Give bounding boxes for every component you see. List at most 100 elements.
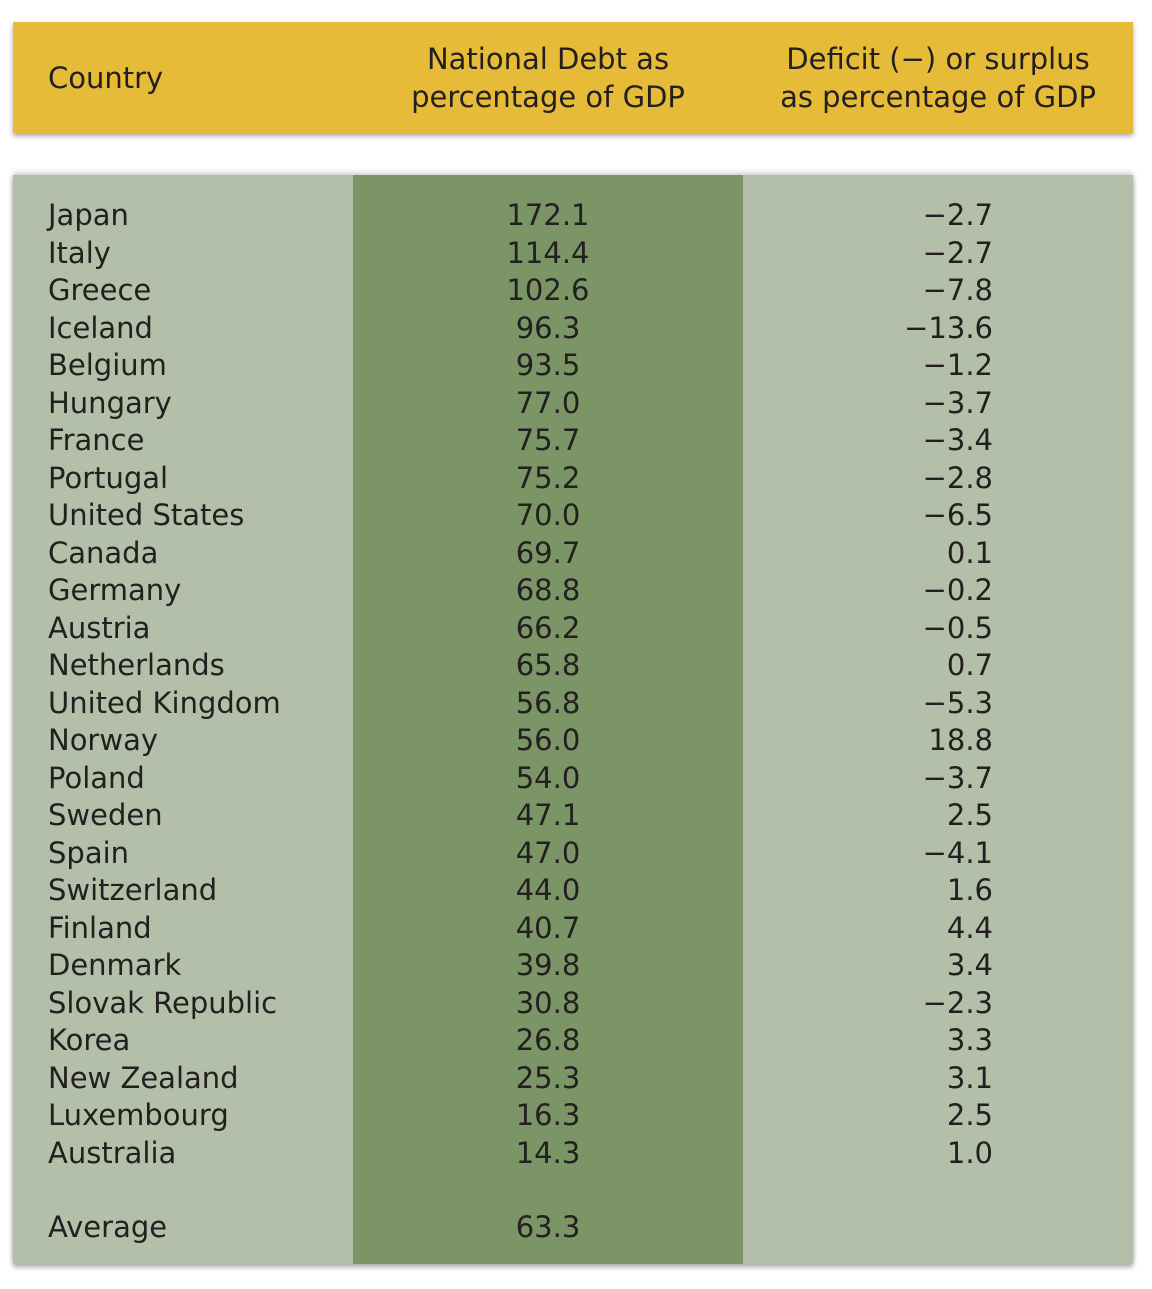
debt-cell: 77.0 bbox=[515, 385, 581, 420]
table-row: Greece 102.6 −7.8 bbox=[13, 272, 1133, 310]
table-row: Austria 66.2 −0.5 bbox=[13, 610, 1133, 648]
table-row: Canada 69.7 0.1 bbox=[13, 535, 1133, 573]
average-debt: 63.3 bbox=[515, 1210, 581, 1244]
deficit-cell: 4.4 bbox=[743, 910, 1133, 948]
table-row: Norway 56.0 18.8 bbox=[13, 722, 1133, 760]
country-cell: Japan bbox=[48, 198, 129, 232]
table-row: Australia 14.3 1.0 bbox=[13, 1135, 1133, 1173]
deficit-value: −5.3 bbox=[922, 685, 993, 720]
table-row: Portugal 75.2 −2.8 bbox=[13, 460, 1133, 498]
deficit-cell: −4.1 bbox=[743, 835, 1133, 873]
table-header: Country National Debt as percentage of G… bbox=[13, 22, 1133, 133]
deficit-value: −2.7 bbox=[922, 198, 993, 232]
deficit-value: 3.3 bbox=[946, 1023, 993, 1057]
deficit-cell: 3.4 bbox=[743, 947, 1133, 985]
debt-cell: 44.0 bbox=[515, 873, 581, 907]
header-country: Country bbox=[48, 60, 164, 95]
table-row: Germany 68.8 −0.2 bbox=[13, 572, 1133, 610]
deficit-cell: −3.4 bbox=[743, 422, 1133, 460]
debt-cell: 65.8 bbox=[515, 648, 581, 682]
debt-cell: 66.2 bbox=[515, 610, 581, 645]
deficit-cell: 2.5 bbox=[743, 797, 1133, 835]
table-row: Korea 26.8 3.3 bbox=[13, 1022, 1133, 1060]
country-cell: Luxembourg bbox=[48, 1098, 229, 1132]
debt-cell: 56.0 bbox=[515, 723, 581, 757]
table-row: Iceland 96.3 −13.6 bbox=[13, 310, 1133, 348]
deficit-cell: −0.5 bbox=[743, 610, 1133, 648]
table-row: Finland 40.7 4.4 bbox=[13, 910, 1133, 948]
table-row: Belgium 93.5 −1.2 bbox=[13, 347, 1133, 385]
country-cell: Poland bbox=[48, 760, 145, 795]
debt-cell: 30.8 bbox=[515, 985, 581, 1020]
debt-cell: 14.3 bbox=[515, 1135, 581, 1170]
deficit-cell: −1.2 bbox=[743, 347, 1133, 385]
deficit-value: −7.8 bbox=[922, 273, 993, 307]
average-label: Average bbox=[48, 1210, 168, 1244]
table-rows: Japan 172.1 −2.7 Italy 114.4 −2.7 Greece 102.6 −… bbox=[13, 197, 1133, 1172]
debt-cell: 39.8 bbox=[515, 948, 581, 982]
country-cell: Australia bbox=[48, 1135, 177, 1170]
debt-cell: 69.7 bbox=[515, 535, 581, 570]
country-cell: Norway bbox=[48, 723, 159, 757]
table-row: Poland 54.0 −3.7 bbox=[13, 760, 1133, 798]
table-row: Italy 114.4 −2.7 bbox=[13, 235, 1133, 273]
deficit-cell: 3.3 bbox=[743, 1022, 1133, 1060]
table-row: Hungary 77.0 −3.7 bbox=[13, 385, 1133, 423]
country-cell: Italy bbox=[48, 235, 111, 270]
debt-cell: 26.8 bbox=[515, 1023, 581, 1057]
debt-cell: 172.1 bbox=[506, 198, 590, 232]
deficit-cell: −13.6 bbox=[743, 310, 1133, 348]
deficit-cell: −6.5 bbox=[743, 497, 1133, 535]
debt-cell: 93.5 bbox=[515, 348, 581, 382]
deficit-value: −3.7 bbox=[922, 385, 993, 420]
country-cell: Denmark bbox=[48, 948, 182, 982]
debt-cell: 47.0 bbox=[515, 835, 581, 870]
deficit-cell: −0.2 bbox=[743, 572, 1133, 610]
deficit-value: 1.6 bbox=[946, 873, 993, 907]
deficit-value: −1.2 bbox=[922, 348, 993, 382]
deficit-cell: 1.0 bbox=[743, 1135, 1133, 1173]
deficit-cell: −2.8 bbox=[743, 460, 1133, 498]
table-row: Denmark 39.8 3.4 bbox=[13, 947, 1133, 985]
deficit-cell: −7.8 bbox=[743, 272, 1133, 310]
deficit-value: −0.2 bbox=[922, 573, 993, 607]
deficit-cell: 1.6 bbox=[743, 872, 1133, 910]
deficit-value: −2.7 bbox=[922, 235, 993, 270]
table-row: United Kingdom 56.8 −5.3 bbox=[13, 685, 1133, 723]
country-cell: Slovak Republic bbox=[48, 985, 278, 1020]
country-cell: Hungary bbox=[48, 385, 172, 420]
deficit-value: 1.0 bbox=[946, 1135, 993, 1170]
deficit-cell: −2.7 bbox=[743, 235, 1133, 273]
deficit-value: 0.7 bbox=[946, 648, 993, 682]
deficit-value: 4.4 bbox=[946, 910, 993, 945]
deficit-value: −2.3 bbox=[922, 985, 993, 1020]
country-cell: United States bbox=[48, 498, 245, 532]
country-cell: Belgium bbox=[48, 348, 167, 382]
deficit-cell: −3.7 bbox=[743, 385, 1133, 423]
deficit-value: 3.1 bbox=[946, 1060, 993, 1095]
country-cell: Greece bbox=[48, 273, 152, 307]
country-cell: Iceland bbox=[48, 310, 153, 345]
table-row: Sweden 47.1 2.5 bbox=[13, 797, 1133, 835]
country-cell: Finland bbox=[48, 910, 152, 945]
deficit-value: −6.5 bbox=[922, 498, 993, 532]
deficit-cell: −3.7 bbox=[743, 760, 1133, 798]
table-row: Japan 172.1 −2.7 bbox=[13, 197, 1133, 235]
deficit-cell: −5.3 bbox=[743, 685, 1133, 723]
debt-cell: 70.0 bbox=[515, 498, 581, 532]
country-cell: Austria bbox=[48, 610, 151, 645]
table-row: Spain 47.0 −4.1 bbox=[13, 835, 1133, 873]
deficit-cell: 0.1 bbox=[743, 535, 1133, 573]
deficit-cell: −2.3 bbox=[743, 985, 1133, 1023]
deficit-cell: 0.7 bbox=[743, 647, 1133, 685]
header-deficit-surplus: Deficit (−) or surplus as percentage of … bbox=[780, 41, 1096, 114]
country-cell: Canada bbox=[48, 535, 159, 570]
debt-column-highlight bbox=[353, 175, 743, 1264]
table-body: Japan 172.1 −2.7 Italy 114.4 −2.7 Greece 102.6 −… bbox=[13, 175, 1133, 1264]
country-cell: France bbox=[48, 423, 145, 457]
country-cell: United Kingdom bbox=[48, 685, 281, 720]
country-cell: Netherlands bbox=[48, 648, 225, 682]
country-cell: Spain bbox=[48, 835, 130, 870]
debt-cell: 102.6 bbox=[506, 273, 590, 307]
country-cell: Korea bbox=[48, 1023, 131, 1057]
